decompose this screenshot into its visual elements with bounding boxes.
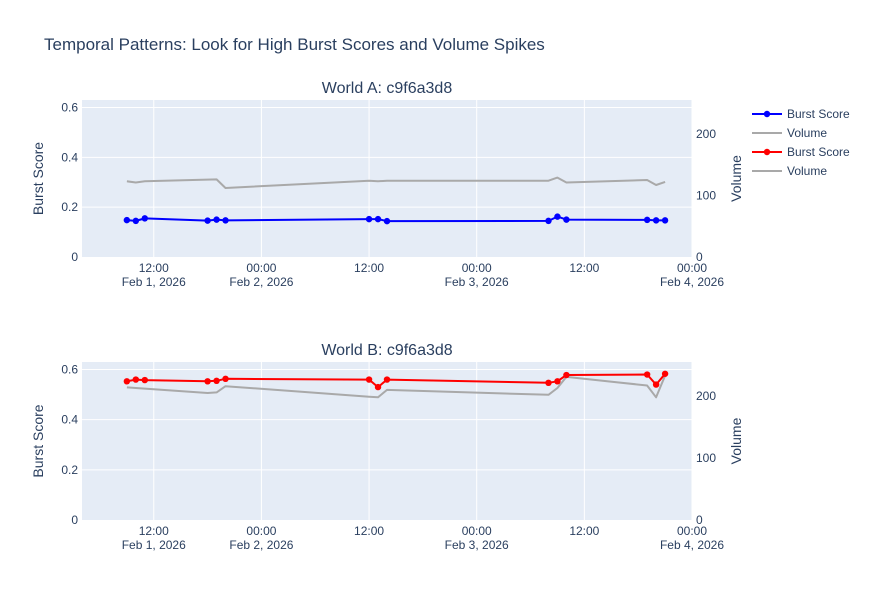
x-tick-sublabel: Feb 3, 2026 [445, 275, 509, 289]
y2-tick-label: 0 [696, 250, 703, 264]
x-tick-label: 00:00 [462, 524, 492, 538]
burst-score-point [132, 217, 140, 225]
x-tick-sublabel: Feb 3, 2026 [445, 538, 509, 552]
burst-score-point [213, 216, 220, 223]
x-tick-sublabel: Feb 4, 2026 [660, 275, 724, 289]
burst-score-point [661, 217, 669, 224]
burst-score-point [374, 215, 382, 223]
subplot-title: World A: c9f6a3d8 [322, 80, 453, 97]
x-tick-sublabel: Feb 2, 2026 [229, 538, 293, 552]
burst-score-point [123, 216, 131, 224]
burst-score-point [204, 217, 211, 224]
burst-score-point [141, 376, 148, 384]
x-tick-label: 12:00 [569, 524, 599, 538]
y-axis-title: Burst Score [30, 404, 46, 477]
burst-score-point [643, 216, 651, 224]
burst-score-point [661, 370, 669, 377]
plot-area [82, 100, 692, 257]
y-tick-label: 0.4 [61, 150, 78, 164]
burst-score-point [141, 215, 148, 222]
burst-score-point [132, 376, 140, 383]
burst-score-point [374, 383, 382, 391]
x-tick-label: 12:00 [354, 261, 384, 275]
legend-item: Volume [752, 164, 827, 178]
x-tick-label: 00:00 [246, 524, 276, 538]
x-tick-sublabel: Feb 2, 2026 [229, 275, 293, 289]
x-tick-label: 12:00 [139, 261, 169, 275]
burst-score-point [383, 376, 391, 383]
burst-score-point [222, 217, 229, 224]
burst-score-point [545, 379, 552, 387]
volume-line [126, 176, 666, 189]
x-tick-label: 00:00 [677, 261, 707, 275]
x-tick-label: 12:00 [139, 524, 169, 538]
volume-line [126, 375, 667, 399]
burst-score-point [365, 376, 373, 383]
y2-tick-label: 100 [696, 188, 716, 202]
y-tick-label: 0.4 [61, 413, 78, 427]
burst-score-point [563, 216, 570, 223]
burst-score-point [213, 377, 220, 385]
y2-tick-label: 200 [696, 127, 716, 141]
x-tick-label: 12:00 [354, 524, 384, 538]
y-axis-title: Burst Score [30, 142, 46, 215]
legend-label: Volume [787, 126, 827, 140]
x-tick-sublabel: Feb 1, 2026 [122, 275, 186, 289]
burst-score-point [383, 217, 391, 225]
legend-item: Burst Score [752, 107, 850, 121]
y-tick-label: 0.6 [61, 100, 78, 114]
y2-tick-label: 100 [696, 451, 716, 465]
legend-item: Volume [752, 126, 827, 140]
y2-axis-title: Volume [728, 417, 744, 464]
burst-score-point [643, 371, 651, 378]
y-tick-label: 0 [71, 513, 78, 527]
x-tick-label: 00:00 [462, 261, 492, 275]
y-tick-label: 0.2 [61, 463, 78, 477]
burst-score-point [365, 215, 373, 223]
legend-label: Volume [787, 164, 827, 178]
x-tick-label: 12:00 [569, 261, 599, 275]
legend-swatch-marker [763, 148, 771, 156]
legend-label: Burst Score [787, 145, 850, 159]
y2-axis-title: Volume [728, 155, 744, 202]
y2-tick-label: 0 [696, 513, 703, 527]
burst-score-point [652, 217, 660, 224]
x-tick-label: 00:00 [246, 261, 276, 275]
y-tick-label: 0.2 [61, 200, 78, 214]
x-tick-label: 00:00 [677, 524, 707, 538]
burst-score-point [123, 378, 131, 385]
burst-score-point [554, 378, 561, 385]
x-tick-sublabel: Feb 4, 2026 [660, 538, 724, 552]
chart-title: Temporal Patterns: Look for High Burst S… [44, 35, 545, 54]
legend-label: Burst Score [787, 107, 850, 121]
plot-area [82, 362, 692, 520]
burst-score-point [652, 381, 660, 388]
y2-tick-label: 200 [696, 389, 716, 403]
subplot-title: World B: c9f6a3d8 [321, 342, 452, 359]
burst-score-point [222, 375, 229, 383]
legend-swatch-marker [763, 110, 771, 118]
y-tick-label: 0 [71, 250, 78, 264]
legend: Burst Score Volume Burst Score Volume [752, 107, 850, 178]
burst-score-point [554, 213, 561, 220]
legend-item: Burst Score [752, 145, 850, 159]
burst-score-point [204, 378, 211, 385]
y-tick-label: 0.6 [61, 363, 78, 377]
burst-score-point [563, 371, 570, 379]
x-tick-sublabel: Feb 1, 2026 [122, 538, 186, 552]
burst-score-point [545, 217, 552, 225]
